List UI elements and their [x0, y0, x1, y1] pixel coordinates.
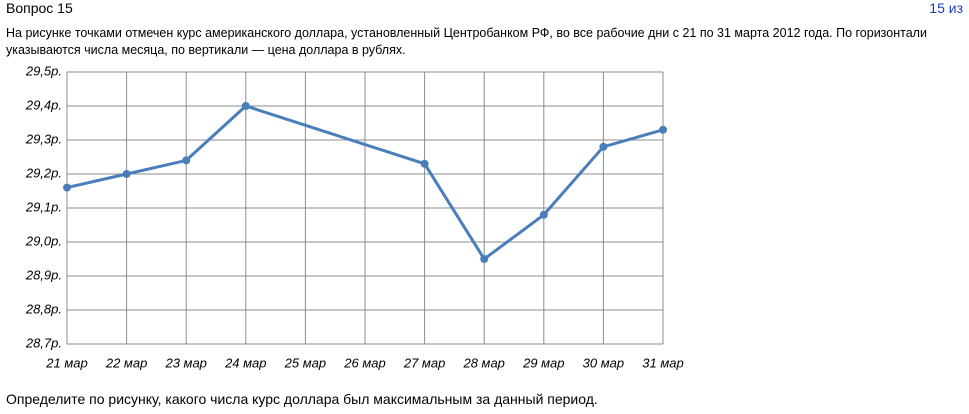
y-tick-label: 28,9р. [25, 267, 62, 282]
x-tick-label: 22 мар [105, 355, 147, 370]
y-tick-label: 29,1р. [25, 199, 62, 214]
data-point [241, 102, 250, 110]
x-tick-label: 25 мар [284, 355, 326, 370]
y-tick-label: 29,4р. [25, 97, 62, 112]
data-point [63, 183, 71, 192]
y-tick-label: 29,0р. [25, 233, 62, 248]
y-tick-label: 28,7р. [25, 335, 62, 350]
x-tick-label: 31 мар [642, 355, 683, 370]
x-tick-label: 21 мар [45, 355, 87, 370]
task-text: Определите по рисунку, какого числа курс… [6, 391, 598, 407]
question-text: На рисунке точками отмечен курс американ… [6, 26, 927, 57]
y-tick-label: 28,8р. [25, 301, 62, 316]
y-tick-label: 29,2р. [25, 165, 62, 180]
x-tick-label: 29 мар [522, 355, 564, 370]
data-point [659, 125, 667, 134]
data-point [480, 255, 489, 263]
x-tick-label: 26 мар [343, 355, 385, 370]
x-tick-label: 28 мар [462, 355, 504, 370]
data-point [420, 159, 429, 168]
y-tick-label: 29,3р. [25, 131, 62, 146]
y-tick-label: 29,5р. [25, 63, 62, 78]
question-title: Вопрос 15 [6, 0, 73, 16]
x-tick-label: 30 мар [583, 355, 624, 370]
data-point [539, 210, 548, 219]
x-tick-label: 23 мар [164, 355, 206, 370]
data-point [122, 170, 131, 178]
data-point [599, 142, 608, 151]
question-counter[interactable]: 15 из [929, 0, 963, 16]
chart: 28,7р. 28,8р. 28,9р. 29,0р. 29,1р. 29,2р. 29,3… [25, 63, 684, 370]
x-tick-label: 27 мар [403, 355, 445, 370]
x-tick-label: 24 мар [224, 355, 266, 370]
data-point [182, 156, 191, 165]
